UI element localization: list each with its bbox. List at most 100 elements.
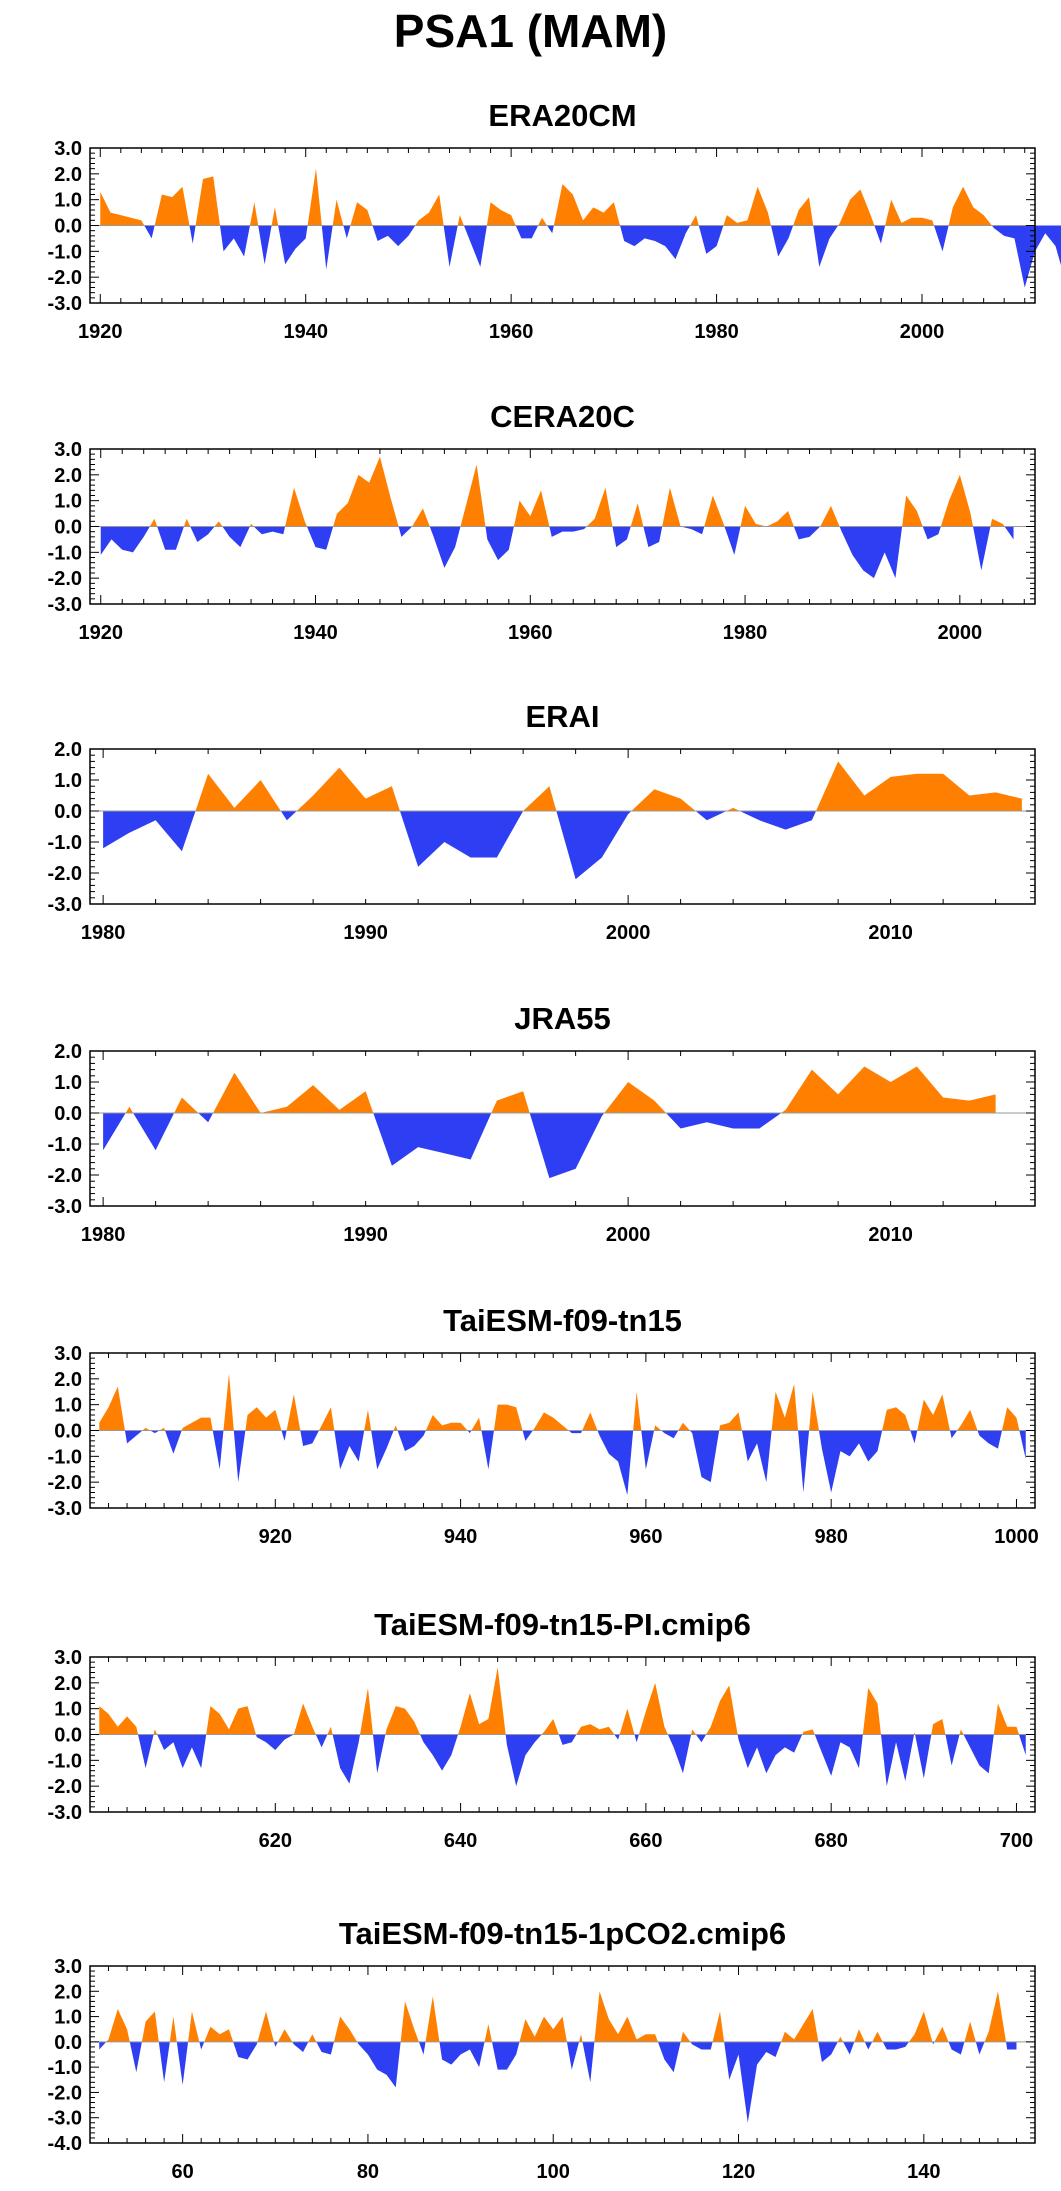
- panel-title: CERA20C: [490, 399, 635, 434]
- y-tick-label: 0.0: [54, 2032, 82, 2054]
- y-tick-label: 3.0: [54, 138, 82, 160]
- chart-panel-7: TaiESM-f09-tn15-1pCO2.cmip6 3.0 2.0 1.0 0.0 -…: [48, 1916, 1036, 2183]
- negative-area: [100, 526, 1014, 579]
- y-tick-label: -3.0: [48, 894, 82, 916]
- y-tick-label: -1.0: [48, 241, 82, 263]
- y-tick-label: -2.0: [48, 863, 82, 885]
- x-tick-label: 1920: [78, 622, 123, 644]
- positive-area: [100, 168, 1061, 226]
- x-tick-label: 60: [172, 2161, 194, 2183]
- negative-area: [100, 225, 1061, 288]
- y-tick-label: -2.0: [48, 1472, 82, 1494]
- x-tick-label: 1980: [723, 622, 768, 644]
- y-tick-label: -4.0: [48, 2133, 82, 2155]
- chart-panel-6: TaiESM-f09-tn15-PI.cmip6 3.0 2.0 1.0 0.0 -1.0…: [48, 1607, 1036, 1852]
- y-tick-label: 3.0: [54, 1647, 82, 1669]
- y-tick-label: 1.0: [54, 1395, 82, 1417]
- y-tick-label: -3.0: [48, 594, 82, 616]
- y-tick-label: 3.0: [54, 1343, 82, 1365]
- x-tick-label: 660: [629, 1830, 662, 1852]
- chart-panel-5: TaiESM-f09-tn15 3.0 2.0 1.0 0.0 -1.0 -2.0 -3.0 9…: [48, 1303, 1039, 1548]
- x-tick-label: 2010: [868, 1224, 913, 1246]
- y-tick-label: 0.0: [54, 1725, 82, 1747]
- y-tick-label: -3.0: [48, 293, 82, 315]
- x-tick-label: 80: [357, 2161, 379, 2183]
- y-tick-label: 2.0: [54, 164, 82, 186]
- x-tick-label: 1960: [508, 622, 553, 644]
- y-tick-label: 0.0: [54, 1103, 82, 1125]
- y-tick-label: 2.0: [54, 1041, 82, 1063]
- y-tick-label: -3.0: [48, 1196, 82, 1218]
- y-tick-label: -1.0: [48, 1446, 82, 1468]
- x-tick-label: 940: [444, 1526, 477, 1548]
- x-tick-label: 140: [907, 2161, 940, 2183]
- positive-area: [99, 1373, 1026, 1431]
- x-tick-label: 2000: [606, 922, 651, 944]
- x-tick-label: 1920: [78, 321, 123, 343]
- positive-area: [103, 761, 1022, 811]
- y-tick-label: 3.0: [54, 439, 82, 461]
- y-tick-label: 0.0: [54, 801, 82, 823]
- panel-title: TaiESM-f09-tn15-1pCO2.cmip6: [339, 1916, 786, 1951]
- y-tick-label: -1.0: [48, 2057, 82, 2079]
- negative-area: [103, 1113, 996, 1179]
- x-tick-label: 1990: [343, 922, 388, 944]
- chart-panel-3: ERAI 2.0 1.0 0.0 -1.0 -2.0 -3.0 1980 1990 2000 201…: [48, 699, 1036, 944]
- x-tick-label: 700: [1000, 1830, 1033, 1852]
- y-tick-label: -3.0: [48, 1498, 82, 1520]
- y-tick-label: 2.0: [54, 1673, 82, 1695]
- y-tick-label: 2.0: [54, 1981, 82, 2003]
- panel-title: JRA55: [514, 1001, 611, 1036]
- y-tick-label: -2.0: [48, 568, 82, 590]
- negative-area: [99, 1734, 1026, 1787]
- y-tick-label: -2.0: [48, 2082, 82, 2104]
- y-tick-label: -2.0: [48, 1165, 82, 1187]
- positive-area: [103, 1066, 996, 1113]
- negative-area: [103, 811, 1022, 880]
- y-tick-label: -3.0: [48, 2108, 82, 2130]
- y-tick-label: 1.0: [54, 491, 82, 513]
- x-tick-label: 120: [722, 2161, 755, 2183]
- plot-frame: [89, 1050, 1036, 1207]
- x-tick-label: 1990: [343, 1224, 388, 1246]
- x-tick-label: 2000: [938, 622, 983, 644]
- y-tick-label: -2.0: [48, 267, 82, 289]
- x-tick-label: 2010: [868, 922, 913, 944]
- y-tick-label: -3.0: [48, 1802, 82, 1824]
- x-tick-label: 2000: [606, 1224, 651, 1246]
- panel-title: ERA20CM: [488, 98, 636, 133]
- figure-title: PSA1 (MAM): [393, 5, 668, 57]
- x-tick-label: 2000: [900, 321, 945, 343]
- x-tick-label: 920: [259, 1526, 292, 1548]
- x-tick-label: 1940: [293, 622, 338, 644]
- y-tick-label: 1.0: [54, 1072, 82, 1094]
- x-tick-label: 620: [259, 1830, 292, 1852]
- x-tick-label: 1980: [694, 321, 739, 343]
- x-tick-label: 1980: [81, 922, 126, 944]
- positive-area: [99, 1667, 1026, 1735]
- chart-panel-1: ERA20CM 3.0 2.0 1.0 0.0 -1.0 -2.0 -3.0 1920 1940 1…: [48, 98, 1061, 343]
- y-tick-label: 2.0: [54, 739, 82, 761]
- y-tick-label: 0.0: [54, 1421, 82, 1443]
- x-tick-label: 980: [814, 1526, 847, 1548]
- positive-area: [100, 456, 1014, 527]
- y-tick-label: -1.0: [48, 1750, 82, 1772]
- y-tick-label: 1.0: [54, 1699, 82, 1721]
- panel-title: TaiESM-f09-tn15-PI.cmip6: [374, 1607, 751, 1642]
- y-tick-label: 1.0: [54, 190, 82, 212]
- x-tick-label: 1000: [994, 1526, 1039, 1548]
- y-tick-label: 2.0: [54, 465, 82, 487]
- plot-frame: [89, 1965, 1036, 2144]
- y-tick-label: -2.0: [48, 1776, 82, 1798]
- y-tick-label: 0.0: [54, 216, 82, 238]
- y-tick-label: 1.0: [54, 2007, 82, 2029]
- x-tick-label: 1980: [81, 1224, 126, 1246]
- y-tick-label: 3.0: [54, 1956, 82, 1978]
- x-tick-label: 960: [629, 1526, 662, 1548]
- panel-title: ERAI: [525, 699, 599, 734]
- negative-area: [99, 1430, 1026, 1496]
- x-tick-label: 640: [444, 1830, 477, 1852]
- chart-panel-4: JRA55 2.0 1.0 0.0 -1.0 -2.0 -3.0 1980 1990 2000 20…: [48, 1001, 1036, 1246]
- positive-area: [99, 1991, 1017, 2042]
